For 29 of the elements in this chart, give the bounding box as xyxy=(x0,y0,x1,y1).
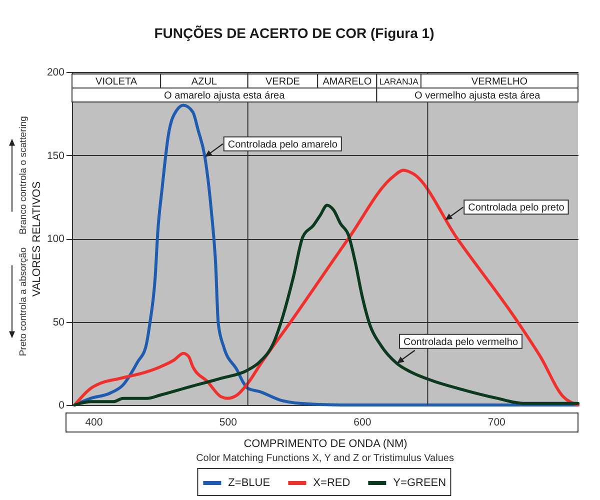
band-label: AZUL xyxy=(191,76,218,88)
chart-title: FUNÇÕES DE ACERTO DE COR (Figura 1) xyxy=(154,25,434,41)
y-axis-title: VALORES RELATIVOS xyxy=(30,181,43,297)
band-label: O amarelo ajusta esta área xyxy=(164,90,286,102)
x-axis-title: COMPRIMENTO DE ONDA (NM) xyxy=(244,438,408,450)
x-tick-label: 700 xyxy=(488,416,506,428)
annotation: Controlada pelo vermelho xyxy=(403,336,518,348)
band-label: VERMELHO xyxy=(471,76,528,88)
y-tick-label: 200 xyxy=(46,66,65,78)
text: Preto controla a absorção xyxy=(18,247,29,356)
legend-label: Z=BLUE xyxy=(228,477,270,489)
annotation: Controlada pelo amarelo xyxy=(228,139,338,150)
y-tick-label: 100 xyxy=(46,233,65,245)
y-tick-label: 50 xyxy=(52,316,65,328)
text: Color Matching Functions X, Y and Z or Tristimulus Values xyxy=(196,453,454,464)
x-tick-label: 600 xyxy=(354,416,372,428)
band-label: VERDE xyxy=(265,76,300,88)
x-tick-label: 500 xyxy=(219,416,238,428)
legend-label: Y=GREEN xyxy=(393,477,446,489)
band-label: VIOLETA xyxy=(96,76,138,88)
band-label: O vermelho ajusta esta área xyxy=(414,90,541,102)
text: Branco controla o scattering xyxy=(18,116,29,234)
x-tick-label: 400 xyxy=(85,416,103,428)
y-tick-label: 0 xyxy=(58,400,65,412)
band-label: AMARELO xyxy=(322,76,372,88)
band-label: LARANJA xyxy=(379,76,419,86)
annotation: Controlada pelo preto xyxy=(468,202,565,214)
legend-label: X=RED xyxy=(313,477,350,489)
y-tick-label: 150 xyxy=(46,150,65,162)
